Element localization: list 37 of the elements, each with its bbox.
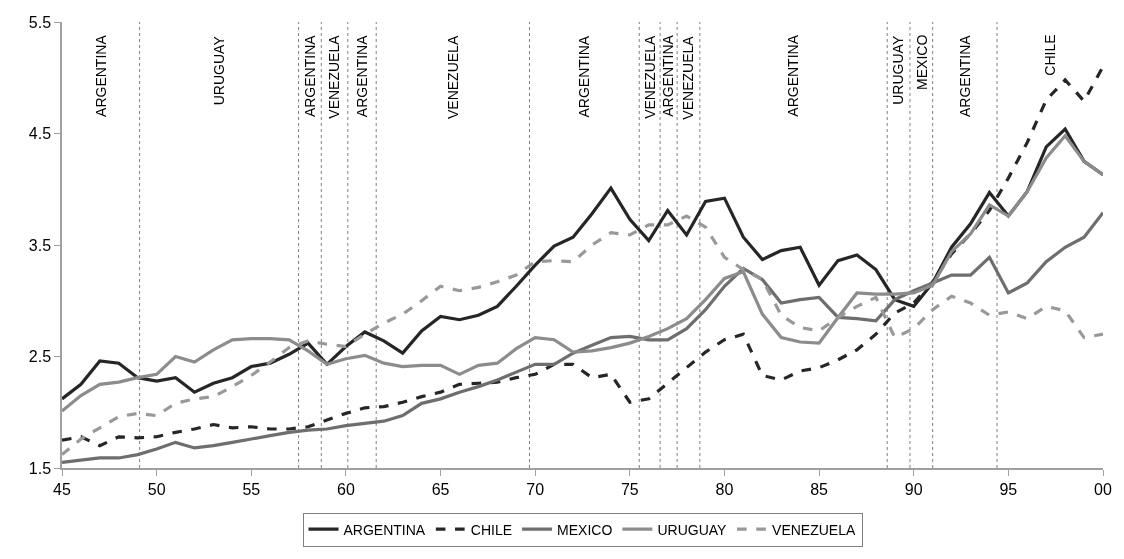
x-tick-label: 65	[431, 480, 450, 498]
x-tick-label: 55	[242, 480, 261, 498]
annotation: URUGUAY	[210, 35, 227, 106]
x-tick-label: 50	[147, 480, 166, 498]
annotation: ARGENTINA	[92, 34, 109, 117]
y-tick-label: 2.5	[28, 348, 52, 366]
y-tick-label: 4.5	[28, 125, 52, 143]
x-tick-label: 90	[904, 480, 923, 498]
annotation: ARGENTINA	[576, 35, 593, 118]
x-tick-label: 45	[53, 480, 71, 498]
legend-label: VENEZUELA	[772, 521, 856, 538]
annotation: ARGENTINA	[660, 34, 677, 117]
x-tick-label: 95	[999, 480, 1018, 498]
legend-label: CHILE	[470, 521, 513, 538]
annotation: VENEZUELA	[641, 34, 658, 119]
x-tick-label: 75	[620, 480, 639, 498]
x-tick-label: 60	[337, 480, 355, 498]
legend-label: MEXICO	[557, 521, 613, 538]
annotation: ARGENTINA	[301, 34, 318, 118]
x-tick-label: 00	[1094, 480, 1112, 498]
annotation: URUGUAY	[890, 35, 907, 105]
annotation: ARGENTINA	[785, 34, 802, 117]
legend-label: ARGENTINA	[343, 521, 426, 538]
y-tick-label: 3.5	[28, 236, 52, 254]
annotation: ARGENTINA	[956, 34, 973, 117]
y-tick-label: 5.5	[28, 13, 52, 31]
annotation: ARGENTINA	[353, 34, 370, 118]
annotation: MEXICO	[913, 34, 930, 90]
legend-label: URUGUAY	[657, 521, 728, 538]
y-tick-label: 1.5	[28, 459, 52, 477]
x-tick-label: 85	[810, 480, 829, 498]
annotation: CHILE	[1042, 34, 1059, 76]
x-tick-label: 70	[526, 480, 545, 498]
annotation: VENEZUELA	[326, 34, 343, 119]
annotation: VENEZUELA	[680, 35, 697, 120]
x-tick-label: 80	[715, 480, 734, 498]
annotation: VENEZUELA	[444, 35, 461, 119]
